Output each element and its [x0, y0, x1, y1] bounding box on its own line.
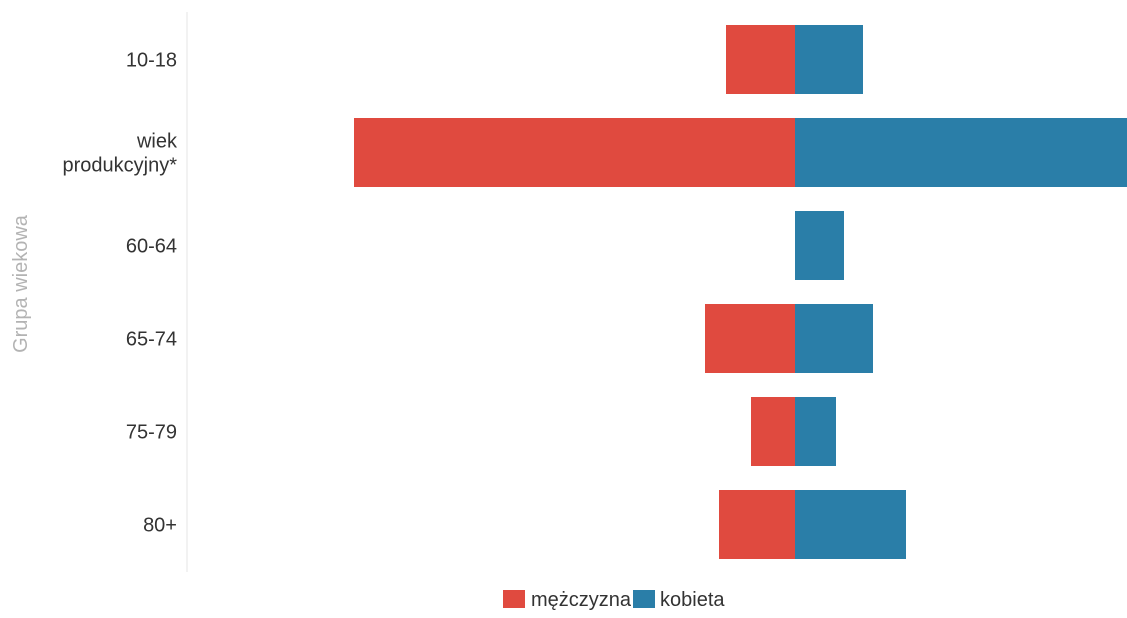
bar-female-1: [795, 118, 1127, 187]
y-tick-label: 10-18: [126, 50, 177, 72]
legend-swatch-female[interactable]: [633, 590, 655, 608]
legend-label-female[interactable]: kobieta: [660, 589, 725, 611]
y-tick-labels: 10-18 wiek produkcyjny* 60-64 65-74 75-79 80+: [62, 50, 178, 537]
y-tick-label: 75-79: [126, 422, 177, 444]
y-tick-label: 80+: [143, 515, 177, 537]
bar-male-1: [354, 118, 795, 187]
bar-female-4: [795, 397, 836, 466]
y-axis-title: Grupa wiekowa: [10, 214, 32, 353]
bar-female-5: [795, 490, 906, 559]
bar-male-4: [751, 397, 795, 466]
legend-swatch-male[interactable]: [503, 590, 525, 608]
bar-female-2: [795, 211, 844, 280]
bar-female-3: [795, 304, 873, 373]
legend-label-male[interactable]: mężczyzna: [531, 589, 632, 611]
legend[interactable]: mężczyzna kobieta: [503, 589, 725, 611]
y-tick-label: 65-74: [126, 329, 177, 351]
bars-group: [354, 25, 1127, 559]
y-tick-label: wiek produkcyjny*: [62, 131, 178, 177]
bar-male-5: [719, 490, 795, 559]
bar-male-0: [726, 25, 795, 94]
bar-female-0: [795, 25, 863, 94]
bar-male-3: [705, 304, 795, 373]
y-tick-label: 60-64: [126, 236, 177, 258]
